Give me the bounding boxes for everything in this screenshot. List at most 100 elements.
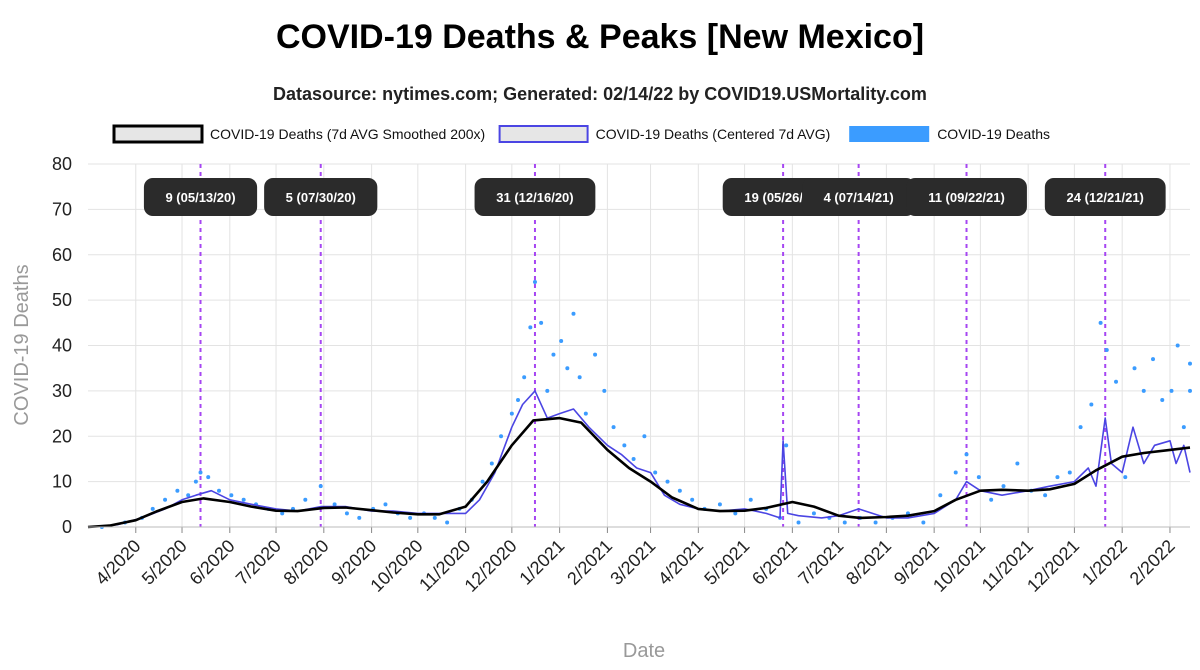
peak-label-text: 31 (12/16/20) (496, 190, 573, 205)
daily-death-point (408, 515, 413, 520)
daily-death-point (193, 479, 198, 484)
x-tick-label: 12/2021 (1023, 536, 1083, 596)
daily-death-point (593, 352, 598, 357)
legend-label: COVID-19 Deaths (Centered 7d AVG) (596, 126, 831, 142)
daily-death-point (976, 475, 981, 480)
daily-death-point (642, 434, 647, 439)
x-tick-label: 7/2021 (794, 536, 847, 589)
daily-death-point (989, 497, 994, 502)
daily-death-point (1151, 357, 1156, 362)
peak-label-text: 9 (05/13/20) (165, 190, 235, 205)
peak-label-text: 5 (07/30/20) (286, 190, 356, 205)
x-tick-label: 10/2020 (366, 536, 426, 596)
peak-label-text: 4 (07/14/21) (824, 190, 894, 205)
daily-death-point (748, 497, 753, 502)
smoothed-line (87, 416, 1191, 529)
daily-death-point (241, 497, 246, 502)
daily-death-point (509, 411, 514, 416)
daily-death-point (480, 479, 485, 484)
daily-death-point (602, 388, 607, 393)
daily-death-point (1015, 461, 1020, 466)
chart-title: COVID-19 Deaths & Peaks [New Mexico] (275, 18, 925, 56)
daily-death-point (1181, 425, 1186, 430)
x-tick-label: 4/2020 (92, 536, 145, 589)
daily-death-point (163, 497, 168, 502)
daily-death-point (571, 311, 576, 316)
daily-death-point (873, 520, 878, 525)
y-tick-label: 80 (52, 154, 72, 174)
chart-subtitle: Datasource: nytimes.com; Generated: 02/1… (273, 84, 927, 104)
daily-death-point (545, 388, 550, 393)
daily-death-point (938, 493, 943, 498)
x-tick-label: 12/2020 (461, 536, 521, 596)
daily-death-point (303, 497, 308, 502)
daily-death-point (175, 488, 180, 493)
daily-death-point (539, 320, 544, 325)
daily-death-point (1169, 388, 1174, 393)
y-axis-title: COVID-19 Deaths (11, 264, 33, 425)
avg-7d-line (87, 390, 1191, 528)
x-tick-label: 2/2021 (563, 536, 616, 589)
daily-death-point (811, 511, 816, 516)
gridlines (88, 163, 1190, 528)
daily-death-point (318, 484, 323, 489)
legend: COVID-19 Deaths (7d AVG Smoothed 200x) CO… (112, 124, 1050, 144)
daily-death-point (1188, 388, 1192, 393)
x-tick-label: 1/2021 (515, 536, 568, 589)
y-tick-label: 40 (52, 336, 72, 356)
daily-death-point (1104, 348, 1109, 353)
daily-death-point (1001, 484, 1006, 489)
peak-label-box (143, 178, 258, 216)
x-tick-label: 8/2020 (280, 536, 333, 589)
daily-death-point (528, 325, 533, 330)
peak-label-box (474, 178, 596, 216)
daily-death-point (611, 425, 616, 430)
x-tick-label: 2/2022 (1126, 536, 1179, 589)
daily-death-point (1132, 366, 1137, 371)
x-tick-label: 6/2020 (186, 536, 239, 589)
x-tick-label: 6/2021 (748, 536, 801, 589)
x-tick-label: 7/2020 (232, 536, 285, 589)
legend-swatch (498, 125, 589, 143)
x-axis-title: Date (623, 640, 665, 662)
legend-swatch (849, 126, 930, 142)
daily-death-point (690, 497, 695, 502)
daily-death-point (622, 443, 627, 448)
x-tick-label: 8/2021 (842, 536, 895, 589)
peak-label-box (1044, 178, 1166, 216)
daily-death-point (1078, 425, 1083, 430)
daily-death-point (198, 470, 203, 475)
daily-death-point (1114, 379, 1119, 384)
daily-death-point (677, 488, 682, 493)
daily-death-point (964, 452, 969, 457)
peak-label-box (802, 178, 916, 216)
daily-death-point (217, 488, 222, 493)
daily-death-point (717, 502, 722, 507)
peak-label-box (906, 178, 1027, 216)
y-tick-label: 10 (52, 472, 72, 492)
y-tick-label: 0 (62, 517, 72, 537)
y-tick-label: 60 (52, 245, 72, 265)
legend-swatch (112, 124, 204, 144)
daily-death-point (842, 520, 847, 525)
daily-death-point (206, 475, 211, 480)
y-tick-label: 50 (52, 290, 72, 310)
daily-death-point (1123, 475, 1128, 480)
daily-death-point (186, 493, 191, 498)
daily-death-point (357, 515, 362, 520)
daily-death-point (1067, 470, 1072, 475)
y-tick-label: 20 (52, 426, 72, 446)
daily-death-point (665, 479, 670, 484)
daily-death-point (631, 456, 636, 461)
daily-death-point (583, 411, 588, 416)
daily-death-point (921, 520, 926, 525)
daily-death-point (559, 338, 564, 343)
x-tick-label: 3/2021 (606, 536, 659, 589)
peak-label-text: 11 (09/22/21) (928, 190, 1005, 205)
series-lines (87, 390, 1191, 529)
daily-death-point (653, 470, 658, 475)
daily-death-point (432, 515, 437, 520)
y-tick-label: 70 (52, 199, 72, 219)
legend-label: COVID-19 Deaths (7d AVG Smoothed 200x) (210, 126, 485, 142)
